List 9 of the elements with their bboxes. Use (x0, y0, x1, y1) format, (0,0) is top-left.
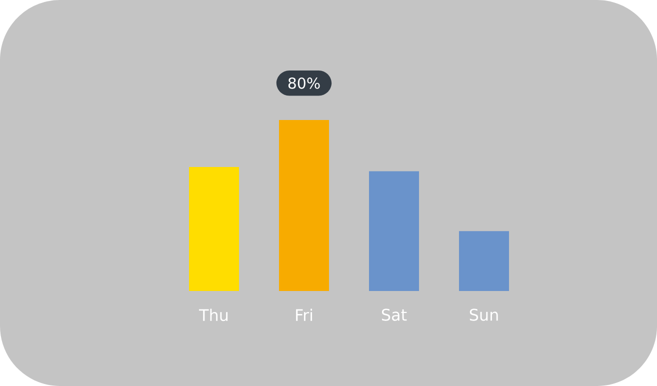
bar (279, 120, 330, 291)
x-tick-label: Sat (382, 308, 407, 321)
bar (459, 231, 510, 291)
x-tick-label: Fri (296, 308, 312, 321)
bar (189, 167, 240, 291)
bar (369, 171, 420, 291)
x-tick-label: Thu (198, 308, 228, 322)
data-label: 80% (288, 78, 320, 89)
x-tick-label: Sun (470, 308, 498, 321)
